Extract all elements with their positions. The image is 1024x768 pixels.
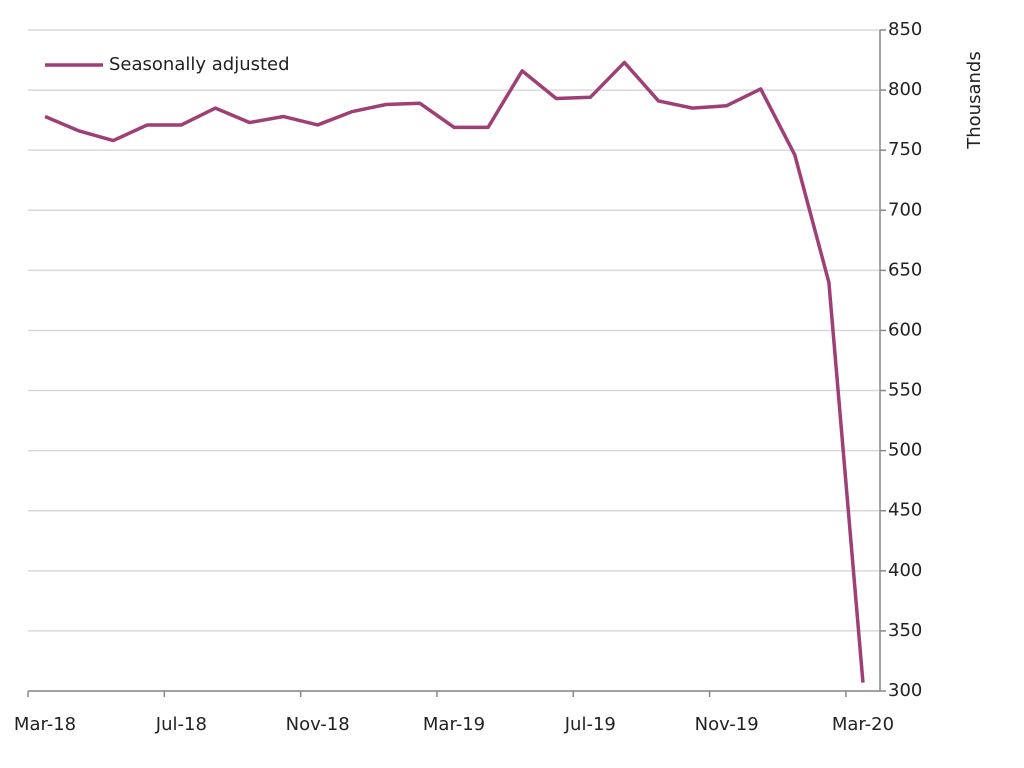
y-tick-label: 350 — [888, 620, 922, 641]
x-tick-label: Jul-18 — [155, 714, 207, 735]
x-tick-label: Mar-19 — [423, 714, 485, 735]
y-tick-label: 300 — [888, 680, 922, 701]
y-tick-label: 700 — [888, 199, 922, 220]
y-tick-label: 650 — [888, 259, 922, 280]
x-tick-label: Nov-18 — [286, 714, 350, 735]
x-tick-label: Nov-19 — [695, 714, 759, 735]
legend-label: Seasonally adjusted — [109, 54, 290, 75]
y-tick-label: 500 — [888, 440, 922, 461]
y-tick-label: 750 — [888, 139, 922, 160]
y-tick-label: 450 — [888, 500, 922, 521]
y-tick-label: 400 — [888, 560, 922, 581]
data-line — [44, 60, 865, 683]
y-tick-label: 850 — [888, 19, 922, 40]
y-tick-label: 600 — [888, 319, 922, 340]
x-tick-label: Mar-18 — [14, 714, 76, 735]
y-tick-label: 800 — [888, 79, 922, 100]
x-tick-label: Mar-20 — [832, 714, 894, 735]
y-tick-label: 550 — [888, 380, 922, 401]
x-tick-label: Jul-19 — [564, 714, 616, 735]
y-axis-label: Thousands — [964, 51, 985, 149]
